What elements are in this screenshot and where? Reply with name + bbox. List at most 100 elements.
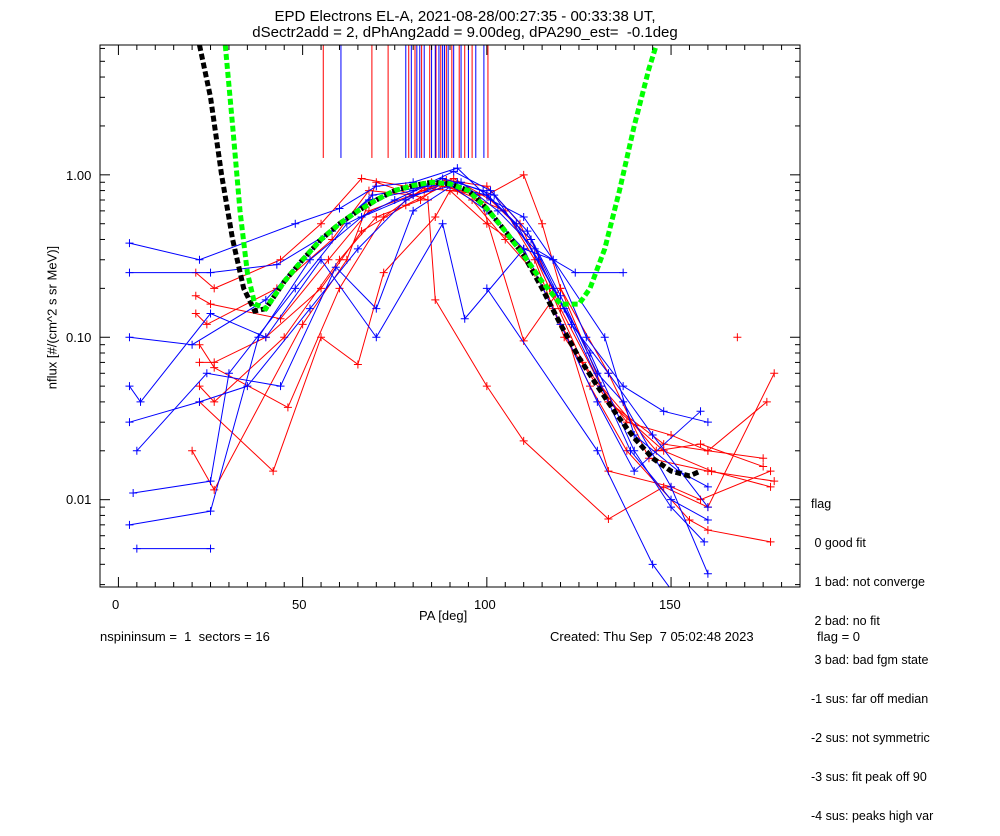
series-line-blue-2 — [129, 181, 624, 274]
footer-flag: flag = 0 — [817, 629, 861, 644]
data-point — [342, 219, 351, 228]
legend-entry: 0 good fit — [811, 536, 866, 550]
data-point — [261, 333, 270, 342]
data-point — [438, 219, 447, 228]
data-point — [593, 446, 602, 455]
x-tick-label: 100 — [474, 597, 496, 612]
data-point — [703, 526, 712, 535]
data-point — [210, 284, 219, 293]
data-point — [460, 314, 469, 323]
data-point — [593, 397, 602, 406]
data-point — [353, 244, 362, 253]
data-point — [549, 255, 558, 264]
chart-title-line-1: EPD Electrons EL-A, 2021-08-28/00:27:35 … — [274, 8, 656, 25]
data-point — [195, 340, 204, 349]
footer-created: Created: Thu Sep 7 05:02:48 2023 — [550, 629, 754, 644]
legend-entry: -4 sus: peaks high var — [811, 809, 934, 823]
data-point — [582, 333, 591, 342]
data-point — [486, 186, 495, 195]
plot-area — [99, 44, 801, 588]
data-point — [191, 291, 200, 300]
data-point — [449, 174, 458, 183]
data-point — [202, 320, 211, 329]
data-point — [335, 204, 344, 213]
data-point — [125, 418, 134, 427]
data-point — [700, 537, 709, 546]
data-point — [593, 369, 602, 378]
y-tick-label: 0.01 — [66, 492, 92, 507]
data-point — [357, 174, 366, 183]
data-point — [195, 358, 204, 367]
series-line-red-4 — [191, 181, 775, 520]
data-point — [195, 382, 204, 391]
data-point — [733, 333, 742, 342]
legend-entry: -3 sus: fit peak off 90 — [811, 770, 927, 784]
data-point — [132, 446, 141, 455]
data-point — [269, 467, 278, 476]
data-point — [766, 482, 775, 491]
data-point — [482, 284, 491, 293]
data-point — [519, 436, 528, 445]
x-axis-label: PA [deg] — [419, 608, 468, 623]
data-point — [431, 295, 440, 304]
legend-entry: 2 bad: no fit — [811, 614, 880, 628]
data-point — [762, 397, 771, 406]
data-point — [696, 440, 705, 449]
data-point — [648, 431, 657, 440]
data-point — [136, 397, 145, 406]
data-point — [191, 309, 200, 318]
data-point — [703, 446, 712, 455]
data-point — [538, 219, 547, 228]
data-point — [449, 167, 458, 176]
data-point — [534, 255, 543, 264]
y-tick-label: 1.00 — [66, 168, 92, 183]
footer-nspininsum: nspininsum = 1 sectors = 16 — [100, 629, 270, 644]
data-point — [453, 164, 462, 173]
data-point — [254, 333, 263, 342]
data-point — [567, 320, 576, 329]
data-point — [703, 467, 712, 476]
data-point — [523, 227, 532, 236]
series-line-blue-3 — [129, 222, 709, 488]
y-tick-label: 0.10 — [66, 330, 92, 345]
data-point — [685, 515, 694, 524]
x-tick-label: 150 — [659, 597, 681, 612]
data-point — [571, 268, 580, 277]
data-point — [401, 195, 410, 204]
data-point — [703, 482, 712, 491]
series-line-blue-10 — [486, 288, 670, 587]
data-point — [206, 477, 215, 486]
data-point — [324, 255, 333, 264]
x-tick-label: 0 — [112, 597, 120, 612]
data-point — [331, 263, 340, 272]
legend-entry: 3 bad: bad fgm state — [811, 653, 929, 667]
data-point — [125, 382, 134, 391]
data-point — [770, 369, 779, 378]
data-point — [125, 333, 134, 342]
fit-black-curve — [197, 45, 702, 479]
series-line-red-3 — [199, 189, 771, 543]
data-point — [368, 191, 377, 200]
data-point — [317, 284, 326, 293]
data-point — [390, 195, 399, 204]
data-point — [125, 520, 134, 529]
data-point — [431, 213, 440, 222]
data-point — [306, 255, 314, 264]
data-point — [210, 397, 219, 406]
fit-green-curve — [222, 45, 659, 312]
data-point — [317, 219, 326, 228]
data-point — [276, 382, 285, 391]
data-point — [604, 369, 613, 378]
data-point — [703, 503, 712, 512]
data-point — [490, 191, 499, 200]
data-point — [195, 255, 204, 264]
data-point — [770, 477, 779, 486]
data-point — [703, 569, 712, 578]
plot-frame — [99, 44, 801, 588]
data-point — [353, 360, 362, 369]
data-point — [195, 397, 204, 406]
data-point — [357, 227, 366, 236]
data-point — [493, 206, 502, 215]
data-point — [703, 515, 712, 524]
series-line-blue-1 — [129, 167, 709, 423]
